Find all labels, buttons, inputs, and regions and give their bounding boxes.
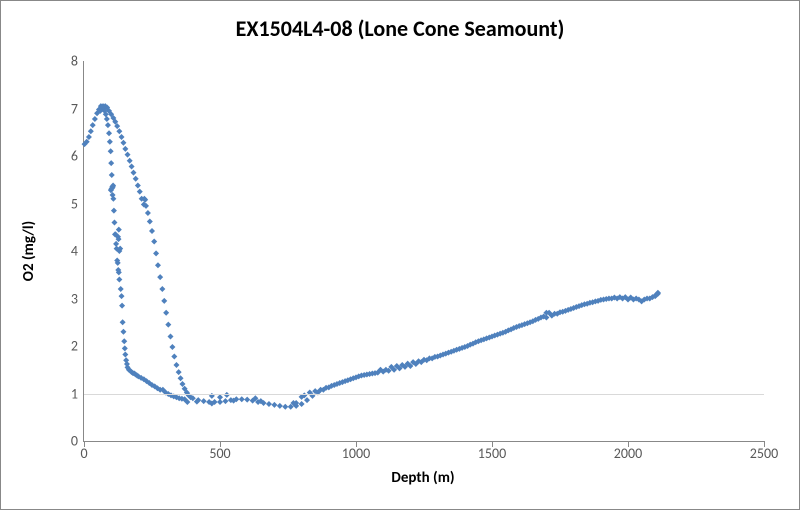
- x-tick-mark: [356, 441, 357, 447]
- data-point: [116, 277, 122, 283]
- data-point: [161, 298, 167, 304]
- data-point: [129, 163, 135, 169]
- data-point: [271, 402, 277, 408]
- data-point: [149, 228, 155, 234]
- data-point: [133, 176, 139, 182]
- data-point: [131, 170, 137, 176]
- y-tick-label: 1: [71, 385, 78, 402]
- gridline: [84, 394, 764, 395]
- data-point: [282, 404, 288, 410]
- data-point: [137, 189, 143, 195]
- data-point: [116, 128, 122, 134]
- data-point: [88, 128, 94, 134]
- data-point: [155, 262, 161, 268]
- y-tick-label: 4: [71, 243, 78, 260]
- data-point: [111, 208, 117, 214]
- data-point: [120, 329, 126, 335]
- data-point: [108, 148, 114, 154]
- y-tick-label: 7: [71, 100, 78, 117]
- data-point: [239, 396, 245, 402]
- data-point: [106, 130, 112, 136]
- x-tick-label: 2000: [614, 445, 642, 462]
- data-point: [299, 401, 305, 407]
- data-point: [151, 239, 157, 245]
- x-tick-mark: [764, 441, 765, 447]
- data-point: [120, 319, 126, 325]
- plot-area: 01234567805001000150020002500: [83, 61, 764, 442]
- chart-container: EX1504L4-08 (Lone Cone Seamount) O2 (mg/…: [0, 0, 800, 510]
- data-point: [171, 353, 177, 359]
- data-point: [109, 172, 115, 178]
- data-point: [277, 403, 283, 409]
- data-point: [125, 152, 131, 158]
- data-point: [167, 334, 173, 340]
- data-point: [157, 274, 163, 280]
- data-point: [119, 293, 125, 299]
- data-point: [120, 140, 126, 146]
- x-tick-label: 1000: [342, 445, 370, 462]
- x-tick-mark: [492, 441, 493, 447]
- x-axis-label: Depth (m): [391, 469, 454, 487]
- data-point: [147, 219, 153, 225]
- data-point: [122, 146, 128, 152]
- data-point: [165, 322, 171, 328]
- data-point: [153, 250, 159, 256]
- data-point: [107, 139, 113, 145]
- x-tick-mark: [220, 441, 221, 447]
- data-point: [173, 362, 179, 368]
- x-tick-label: 1500: [478, 445, 506, 462]
- x-tick-label: 0: [80, 445, 87, 462]
- data-point: [304, 397, 310, 403]
- data-point: [118, 286, 124, 292]
- x-tick-mark: [628, 441, 629, 447]
- data-point: [222, 398, 228, 404]
- data-point: [122, 345, 128, 351]
- data-point: [119, 303, 125, 309]
- data-point: [92, 116, 98, 122]
- scatter-points: [84, 61, 764, 441]
- data-point: [105, 122, 111, 128]
- data-point: [90, 122, 96, 128]
- data-point: [122, 352, 128, 358]
- data-point: [108, 160, 114, 166]
- data-point: [217, 394, 223, 400]
- data-point: [163, 310, 169, 316]
- data-point: [176, 369, 182, 375]
- data-point: [111, 220, 117, 226]
- data-point: [116, 227, 122, 233]
- y-tick-label: 6: [71, 148, 78, 165]
- y-axis-label: O2 (mg/l): [20, 221, 38, 281]
- data-point: [119, 134, 125, 140]
- data-point: [145, 210, 151, 216]
- data-point: [127, 158, 133, 164]
- chart-title: EX1504L4-08 (Lone Cone Seamount): [1, 15, 799, 42]
- x-tick-label: 2500: [750, 445, 778, 462]
- data-point: [266, 401, 272, 407]
- y-tick-label: 0: [71, 433, 78, 450]
- data-point: [169, 344, 175, 350]
- data-point: [159, 286, 165, 292]
- data-point: [121, 338, 127, 344]
- data-point: [135, 182, 141, 188]
- y-tick-label: 5: [71, 195, 78, 212]
- data-point: [244, 397, 250, 403]
- x-tick-label: 500: [209, 445, 230, 462]
- y-tick-label: 2: [71, 338, 78, 355]
- data-point: [104, 116, 110, 122]
- data-point: [201, 398, 207, 404]
- y-tick-label: 3: [71, 290, 78, 307]
- y-tick-label: 8: [71, 53, 78, 70]
- data-point: [178, 375, 184, 381]
- x-tick-mark: [84, 441, 85, 447]
